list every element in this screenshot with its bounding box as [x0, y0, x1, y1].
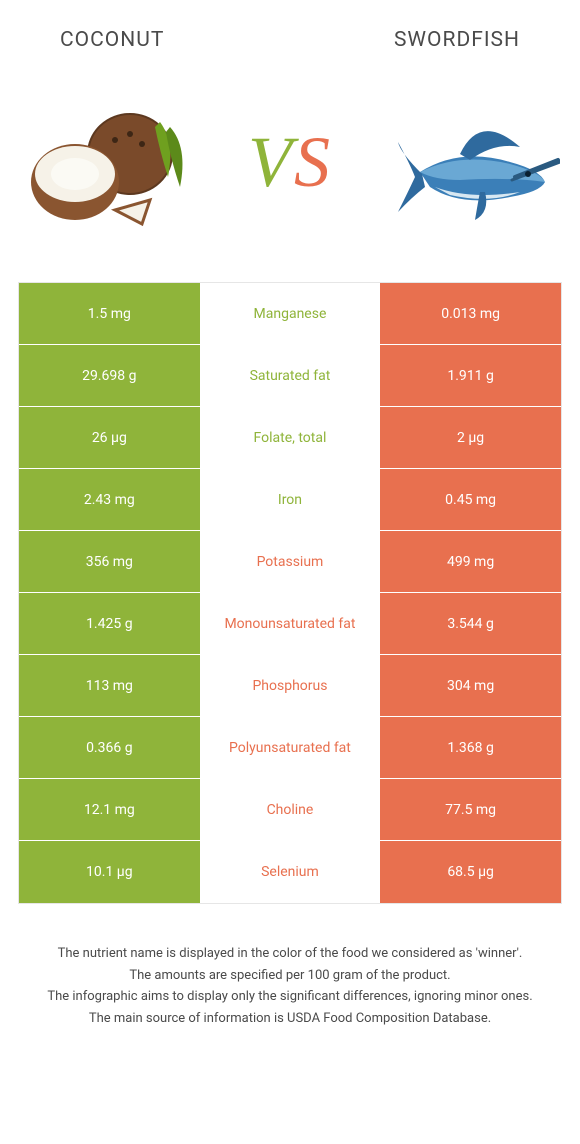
table-row: 10.1 µgSelenium68.5 µg	[19, 841, 561, 903]
table-row: 1.5 mgManganese0.013 mg	[19, 283, 561, 345]
footnote: The nutrient name is displayed in the co…	[30, 944, 550, 1028]
cell-nutrient-name: Choline	[200, 779, 381, 840]
table-row: 2.43 mgIron0.45 mg	[19, 469, 561, 531]
vs-s: S	[294, 122, 332, 202]
cell-left-value: 2.43 mg	[19, 469, 200, 530]
cell-nutrient-name: Phosphorus	[200, 655, 381, 716]
cell-nutrient-name: Folate, total	[200, 407, 381, 468]
cell-nutrient-name: Saturated fat	[200, 345, 381, 406]
table-row: 29.698 gSaturated fat1.911 g	[19, 345, 561, 407]
cell-right-value: 77.5 mg	[380, 779, 561, 840]
title-right: Swordfish	[394, 28, 520, 52]
cell-left-value: 10.1 µg	[19, 841, 200, 903]
cell-nutrient-name: Polyunsaturated fat	[200, 717, 381, 778]
coconut-icon	[20, 92, 190, 232]
cell-right-value: 68.5 µg	[380, 841, 561, 903]
cell-right-value: 0.013 mg	[380, 283, 561, 344]
footnote-line: The infographic aims to display only the…	[30, 987, 550, 1007]
cell-right-value: 0.45 mg	[380, 469, 561, 530]
footnote-line: The main source of information is USDA F…	[30, 1009, 550, 1029]
cell-nutrient-name: Potassium	[200, 531, 381, 592]
cell-left-value: 29.698 g	[19, 345, 200, 406]
table-row: 113 mgPhosphorus304 mg	[19, 655, 561, 717]
cell-left-value: 1.425 g	[19, 593, 200, 654]
table-row: 26 µgFolate, total2 µg	[19, 407, 561, 469]
vs-row: VS	[0, 62, 580, 262]
cell-right-value: 1.911 g	[380, 345, 561, 406]
title-left: Coconut	[60, 28, 164, 52]
cell-right-value: 2 µg	[380, 407, 561, 468]
cell-nutrient-name: Iron	[200, 469, 381, 530]
table-row: 12.1 mgCholine77.5 mg	[19, 779, 561, 841]
header: Coconut Swordfish	[0, 0, 580, 62]
table-row: 0.366 gPolyunsaturated fat1.368 g	[19, 717, 561, 779]
cell-right-value: 3.544 g	[380, 593, 561, 654]
cell-left-value: 26 µg	[19, 407, 200, 468]
table-row: 356 mgPotassium499 mg	[19, 531, 561, 593]
cell-left-value: 1.5 mg	[19, 283, 200, 344]
vs-v: V	[248, 122, 294, 202]
swordfish-icon	[390, 92, 560, 232]
cell-nutrient-name: Manganese	[200, 283, 381, 344]
footnote-line: The nutrient name is displayed in the co…	[30, 944, 550, 964]
cell-right-value: 1.368 g	[380, 717, 561, 778]
cell-nutrient-name: Monounsaturated fat	[200, 593, 381, 654]
footnote-line: The amounts are specified per 100 gram o…	[30, 966, 550, 986]
cell-left-value: 356 mg	[19, 531, 200, 592]
comparison-table: 1.5 mgManganese0.013 mg29.698 gSaturated…	[18, 282, 562, 904]
cell-left-value: 113 mg	[19, 655, 200, 716]
vs-label: VS	[248, 121, 332, 204]
cell-left-value: 0.366 g	[19, 717, 200, 778]
cell-right-value: 499 mg	[380, 531, 561, 592]
cell-left-value: 12.1 mg	[19, 779, 200, 840]
cell-nutrient-name: Selenium	[200, 841, 381, 903]
cell-right-value: 304 mg	[380, 655, 561, 716]
table-row: 1.425 gMonounsaturated fat3.544 g	[19, 593, 561, 655]
